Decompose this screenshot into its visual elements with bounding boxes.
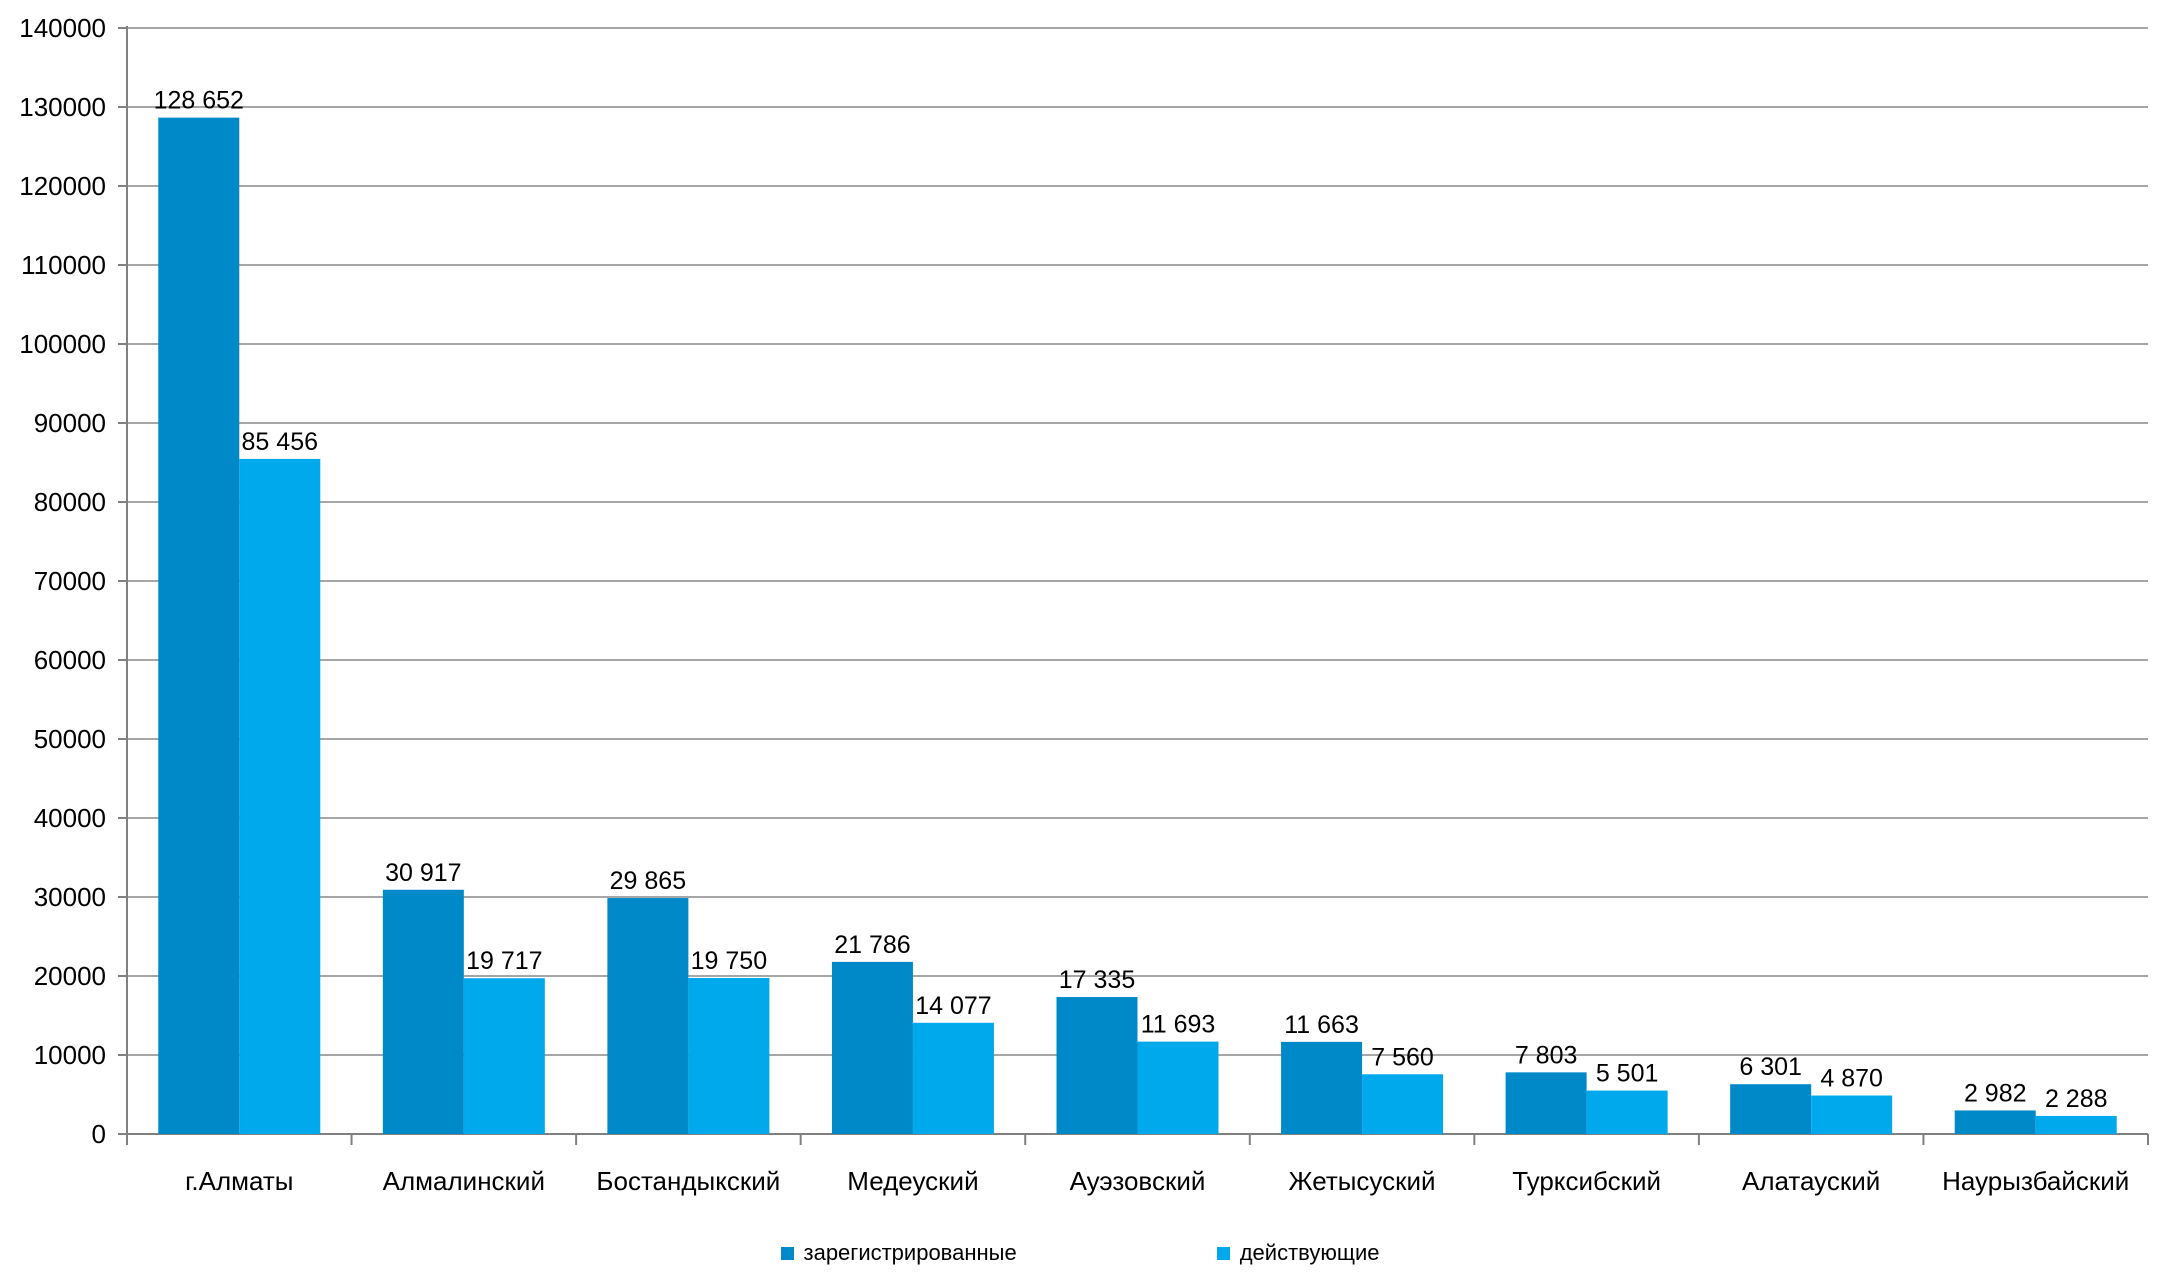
bar-registered <box>1056 997 1138 1134</box>
x-tick-label: г.Алматы <box>185 1166 293 1196</box>
bar-active <box>239 458 321 1135</box>
data-label: 17 335 <box>1059 966 1135 994</box>
data-label: 14 077 <box>915 992 991 1020</box>
data-label: 2 982 <box>1964 1079 2027 1107</box>
x-tick-label: Жетысуский <box>1289 1166 1436 1196</box>
x-tick-label: Алатауский <box>1742 1166 1880 1196</box>
data-label: 4 870 <box>1820 1065 1883 1093</box>
legend-swatch-active <box>1216 1246 1230 1260</box>
data-label: 30 917 <box>385 859 461 887</box>
bar-active <box>1586 1090 1668 1134</box>
data-label: 7 560 <box>1371 1043 1434 1071</box>
bar-active <box>463 978 545 1134</box>
bar-active <box>688 977 770 1134</box>
y-tick-label: 70000 <box>34 566 106 596</box>
x-tick-label: Медеуский <box>847 1166 978 1196</box>
data-label: 85 456 <box>242 428 318 456</box>
y-tick-label: 30000 <box>34 882 106 912</box>
data-label: 11 693 <box>1141 1011 1216 1039</box>
bar-registered <box>1281 1041 1363 1134</box>
y-tick-label: 50000 <box>34 724 106 754</box>
y-tick-label: 90000 <box>34 408 106 438</box>
y-tick-label: 100000 <box>19 329 106 359</box>
bar-registered <box>158 117 240 1135</box>
data-label: 29 865 <box>610 867 686 895</box>
data-label: 7 803 <box>1515 1041 1578 1069</box>
legend-swatch-registered <box>780 1246 794 1260</box>
y-tick-label: 140000 <box>19 13 106 43</box>
bar-registered <box>831 961 913 1134</box>
data-label: 128 652 <box>154 87 244 115</box>
y-tick-label: 120000 <box>19 171 106 201</box>
data-label: 21 786 <box>834 931 910 959</box>
y-tick-label: 40000 <box>34 803 106 833</box>
y-tick-label: 20000 <box>34 961 106 991</box>
data-label: 19 717 <box>466 947 542 975</box>
legend-item-registered: зарегистрированные <box>780 1240 1017 1266</box>
bar-registered <box>1505 1072 1587 1134</box>
legend-label-active: действующие <box>1239 1240 1380 1265</box>
bar-active <box>2035 1115 2117 1134</box>
bar-registered <box>1730 1084 1812 1134</box>
bar-chart: 0 10000 20000 30000 40000 50000 60000 70000 8000… <box>19 13 2149 1196</box>
data-label: 6 301 <box>1739 1053 1802 1081</box>
bar-registered <box>607 898 689 1134</box>
x-tick-label: Наурызбайский <box>1942 1166 2129 1196</box>
y-tick-label: 10000 <box>34 1040 106 1070</box>
legend: зарегистрированные действующие <box>0 1238 2160 1268</box>
data-label: 2 288 <box>2045 1085 2108 1113</box>
legend-item-active: действующие <box>1216 1240 1380 1266</box>
bar-active <box>1137 1041 1219 1134</box>
y-tick-label: 0 <box>92 1119 106 1149</box>
y-tick-label: 110000 <box>21 250 106 280</box>
bar-active <box>1811 1095 1893 1134</box>
x-tick-label: Бостандыкский <box>596 1166 780 1196</box>
x-tick-label: Ауэзовский <box>1070 1166 1206 1196</box>
data-label: 5 501 <box>1596 1060 1659 1088</box>
data-label: 11 663 <box>1284 1011 1359 1039</box>
y-tick-label: 130000 <box>19 92 106 122</box>
x-tick-label: Алмалинский <box>383 1166 545 1196</box>
x-tick-label: Турксибский <box>1512 1166 1661 1196</box>
y-tick-label: 60000 <box>34 645 106 675</box>
data-label: 19 750 <box>691 947 767 975</box>
bar-active <box>1362 1074 1444 1134</box>
bar-registered <box>382 889 464 1134</box>
y-tick-label: 80000 <box>34 487 106 517</box>
bar-active <box>912 1022 994 1134</box>
legend-label-registered: зарегистрированные <box>803 1240 1017 1265</box>
bar-registered <box>1954 1110 2036 1134</box>
